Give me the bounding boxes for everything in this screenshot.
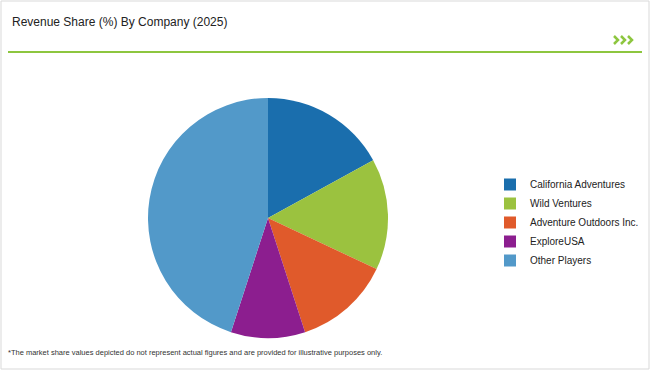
svg-text:ExploreUSA: ExploreUSA	[530, 236, 585, 247]
svg-text:Other Players: Other Players	[530, 255, 591, 266]
svg-text:*The market share values depic: *The market share values depicted do not…	[8, 348, 382, 357]
svg-text:Wild Ventures: Wild Ventures	[530, 198, 592, 209]
svg-text:Adventure Outdoors Inc.: Adventure Outdoors Inc.	[530, 217, 638, 228]
svg-text:Revenue Share (%) By Company (: Revenue Share (%) By Company (2025)	[12, 15, 227, 29]
svg-text:California Adventures: California Adventures	[530, 179, 625, 190]
